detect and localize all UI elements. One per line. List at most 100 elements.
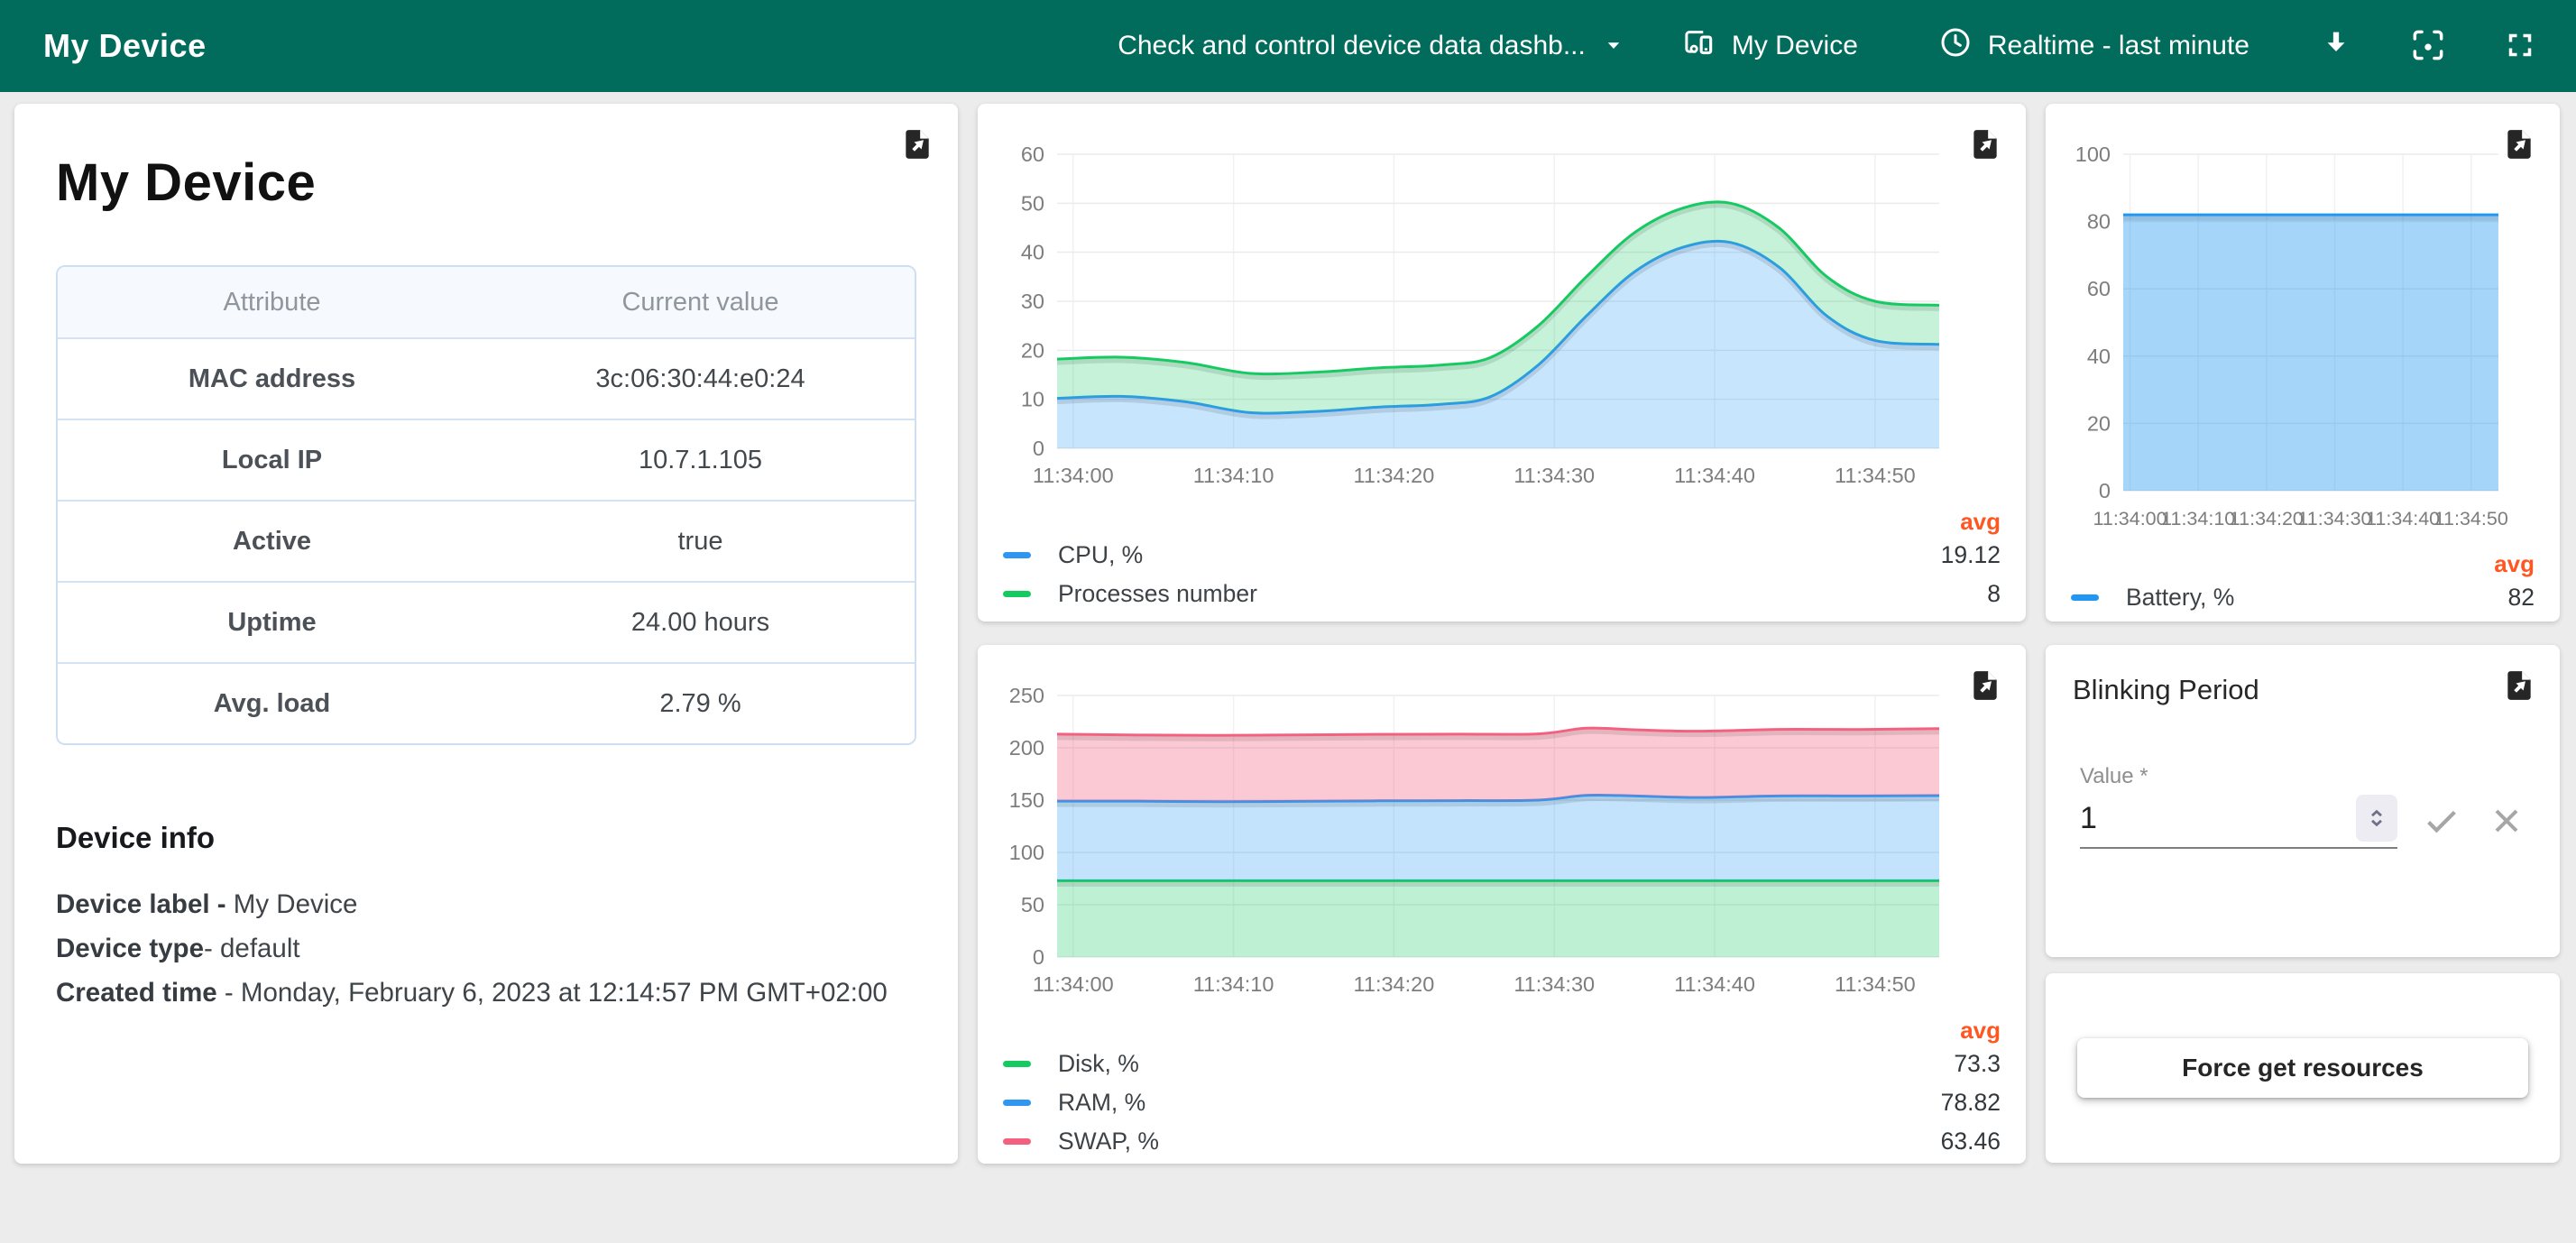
cpu-chart-card: 11:34:00 11:34:10 11:34:20 11:34:30 11:34:40… [978,104,2026,622]
svg-text:0: 0 [2099,479,2111,502]
legend-row-ram[interactable]: RAM, % 78.82 [1003,1083,2001,1122]
svg-text:11:34:30: 11:34:30 [1513,464,1595,487]
export-widget-button[interactable] [2502,124,2536,165]
attr-name: Uptime [58,581,486,663]
created-time-line: Created time - Monday, February 6, 2023 … [56,978,888,1008]
series-color-dash [1003,552,1031,558]
entity-label: My Device [1731,31,1858,60]
devices-icon [1678,23,1732,69]
series-avg-value: 82 [2507,584,2535,611]
force-resources-card: Force get resources [2046,973,2560,1163]
dashboard-select[interactable]: Check and control device data dashb... [1118,26,1627,66]
svg-text:60: 60 [1021,143,1044,166]
chart-legend: avg Battery, % 82 [2071,550,2535,617]
svg-text:0: 0 [1033,437,1044,460]
screenshot-button[interactable] [2399,17,2457,75]
chart-legend: avg CPU, % 19.12 Processes number 8 [1003,508,2001,613]
fullscreen-button[interactable] [2491,17,2549,75]
attr-name: Active [58,500,486,582]
svg-text:11:34:10: 11:34:10 [1193,972,1274,996]
svg-text:250: 250 [1009,684,1044,707]
series-color-dash [1003,1100,1031,1106]
table-header-row: Attribute Current value [58,267,915,338]
series-avg-value: 8 [1987,580,2001,607]
legend-avg-header: avg [1960,1017,2001,1044]
legend-row-battery[interactable]: Battery, % 82 [2071,578,2535,617]
timewindow-label: Realtime - last minute [1987,31,2249,60]
screenshot-icon [2408,25,2448,68]
svg-text:11:34:50: 11:34:50 [1835,464,1916,487]
svg-text:11:34:00: 11:34:00 [1033,972,1114,996]
value-field-label: Value * [2080,764,2148,788]
svg-text:11:34:00: 11:34:00 [1033,464,1114,487]
table-row: Local IP 10.7.1.105 [58,419,915,501]
download-icon [2317,26,2355,67]
value-field-row [2080,789,2397,849]
series-avg-value: 19.12 [1940,541,2001,568]
close-icon [2487,809,2526,843]
attributes-table: Attribute Current value MAC address 3c:0… [58,267,915,743]
svg-text:11:34:00: 11:34:00 [2093,508,2167,529]
svg-text:100: 100 [2075,143,2111,166]
force-get-resources-button[interactable]: Force get resources [2077,1038,2528,1098]
svg-text:40: 40 [2087,345,2111,368]
legend-row-processes[interactable]: Processes number 8 [1003,575,2001,613]
attr-name: Avg. load [58,662,486,743]
svg-text:80: 80 [2087,210,2111,234]
legend-row-disk[interactable]: Disk, % 73.3 [1003,1045,2001,1083]
export-widget-button[interactable] [1968,124,2002,165]
device-info-heading: Device info [56,821,216,854]
svg-text:20: 20 [1021,338,1044,362]
svg-text:11:34:50: 11:34:50 [1835,972,1916,996]
svg-text:11:34:20: 11:34:20 [1354,464,1435,487]
disk-ram-swap-chart[interactable]: 11:34:00 11:34:10 11:34:20 11:34:30 11:34:40… [1003,668,2001,1004]
timewindow-button[interactable]: Realtime - last minute [1937,24,2249,68]
svg-text:0: 0 [1033,945,1044,969]
attr-value: 2.79 % [486,662,915,743]
export-widget-button[interactable] [1968,665,2002,706]
cancel-value-button[interactable] [2486,800,2527,842]
app-title: My Device [43,27,207,64]
svg-text:200: 200 [1009,736,1044,760]
cpu-processes-chart[interactable]: 11:34:00 11:34:10 11:34:20 11:34:30 11:34:40… [1003,127,2001,495]
device-card-title: My Device [56,153,317,212]
dashboard-select-label: Check and control device data dashb... [1118,31,1586,60]
resources-chart-card: 11:34:00 11:34:10 11:34:20 11:34:30 11:34:40… [978,645,2026,1164]
column-header-attribute: Attribute [58,267,486,338]
svg-text:11:34:30: 11:34:30 [1513,972,1595,996]
device-card: My Device Attribute Current value MAC ad… [14,104,958,1164]
chevron-down-icon [1600,32,1627,66]
export-widget-button[interactable] [900,124,934,165]
apply-value-button[interactable] [2421,800,2462,842]
number-stepper[interactable] [2356,795,2397,842]
battery-chart[interactable]: 11:34:00 11:34:10 11:34:20 11:34:30 11:34:40… [2071,127,2535,538]
legend-row-swap[interactable]: SWAP, % 63.46 [1003,1122,2001,1161]
legend-row-cpu[interactable]: CPU, % 19.12 [1003,536,2001,575]
svg-text:100: 100 [1009,841,1044,864]
svg-text:11:34:10: 11:34:10 [2161,508,2235,529]
download-dashboard-button[interactable] [2307,17,2365,75]
blinking-value-input[interactable] [2080,800,2356,836]
attr-name: Local IP [58,419,486,501]
value-field-zone: Value * [2071,764,2535,849]
svg-text:11:34:10: 11:34:10 [1193,464,1274,487]
battery-chart-card: 11:34:00 11:34:10 11:34:20 11:34:30 11:34:40… [2046,104,2560,622]
attributes-table-wrap: Attribute Current value MAC address 3c:0… [56,265,916,745]
svg-text:11:34:40: 11:34:40 [1674,972,1755,996]
blinking-period-card: Blinking Period Value * [2046,645,2560,957]
entity-selector[interactable]: My Device [1678,23,1858,69]
legend-avg-header: avg [1960,508,2001,535]
svg-text:11:34:30: 11:34:30 [2297,508,2371,529]
attr-name: MAC address [58,337,486,419]
export-widget-button[interactable] [2502,665,2536,706]
attr-value: 3c:06:30:44:e0:24 [486,337,915,419]
blinking-period-title: Blinking Period [2073,674,2259,705]
svg-text:11:34:20: 11:34:20 [1354,972,1435,996]
svg-text:11:34:50: 11:34:50 [2434,508,2508,529]
svg-text:11:34:20: 11:34:20 [2230,508,2304,529]
header-toolbar: Check and control device data dashb... M… [1118,17,2549,75]
svg-text:150: 150 [1009,788,1044,812]
attr-value: true [486,500,915,582]
series-avg-value: 73.3 [1954,1050,2001,1077]
right-column: 11:34:00 11:34:10 11:34:20 11:34:30 11:34:40… [2046,104,2560,1164]
